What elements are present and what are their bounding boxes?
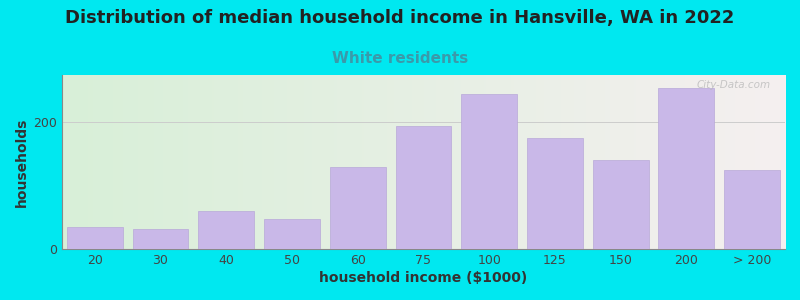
Bar [462,94,517,249]
Bar [67,227,122,249]
Bar [395,126,451,249]
Y-axis label: households: households [15,117,29,207]
Bar [198,211,254,249]
Text: City-Data.com: City-Data.com [697,80,770,90]
Text: White residents: White residents [332,51,468,66]
Bar [658,88,714,249]
Bar [330,167,386,249]
Bar [264,219,320,249]
X-axis label: household income ($1000): household income ($1000) [319,271,527,285]
Bar [133,229,189,249]
Bar [527,138,583,249]
Bar [724,170,780,249]
Text: Distribution of median household income in Hansville, WA in 2022: Distribution of median household income … [66,9,734,27]
Bar [593,160,649,249]
